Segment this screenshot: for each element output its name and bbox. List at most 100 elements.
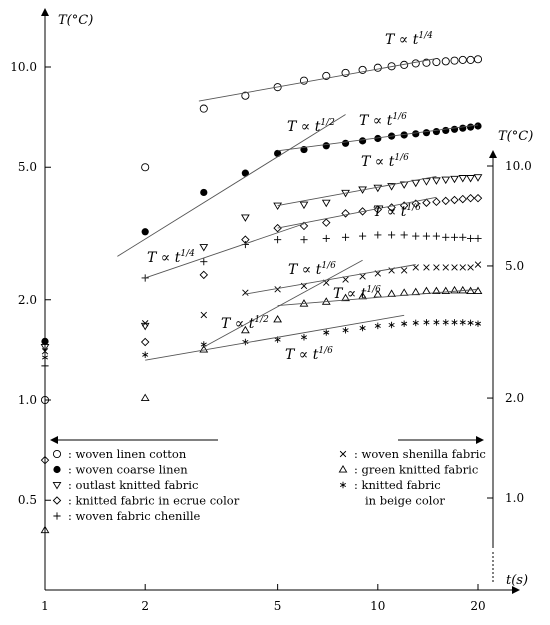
left-tick-label: 2.0 — [18, 293, 37, 307]
legend-marker — [53, 512, 61, 520]
point-woven-fabric-chenille — [459, 233, 467, 241]
point-woven-coarse-linen — [41, 337, 49, 345]
point-knitted-fabric-in-beige-color — [300, 333, 308, 341]
fit-annotation: T ∝ t1/6 — [333, 285, 381, 302]
point-green-knitted-fabric — [240, 325, 250, 334]
point-woven-linen-cotton — [141, 163, 150, 172]
right-axis-title: T(°C) — [498, 129, 533, 144]
point-outlast-knitted-fabric — [40, 344, 50, 352]
legend-arrow-right-head — [476, 436, 484, 444]
point-woven-coarse-linen — [241, 169, 249, 177]
point-knitted-fabric-in-beige-color — [459, 319, 466, 326]
point-woven-fabric-chenille — [450, 233, 459, 241]
point-knitted-fabric-in-beige-color — [401, 320, 408, 327]
point-woven-shenilla-fabric — [242, 289, 249, 296]
point-knitted-fabric-in-beige-color — [388, 321, 395, 329]
point-green-knitted-fabric — [411, 287, 421, 296]
point-knitted-fabric-in-ecrue-color — [140, 337, 150, 347]
point-knitted-fabric-in-ecrue-color — [199, 270, 209, 280]
point-knitted-fabric-in-ecrue-color — [458, 194, 468, 204]
point-woven-linen-cotton — [322, 71, 331, 80]
fit-annotation: T ∝ t1/2 — [221, 315, 269, 332]
point-green-knitted-fabric — [273, 314, 283, 323]
legend-label: : outlast knitted fabric — [68, 478, 198, 492]
point-outlast-knitted-fabric — [466, 175, 475, 183]
point-woven-coarse-linen — [422, 129, 431, 137]
fit-line — [277, 196, 437, 229]
point-woven-linen-cotton — [441, 57, 450, 66]
point-woven-shenilla-fabric — [459, 264, 466, 271]
point-woven-fabric-chenille — [374, 231, 382, 239]
right-tick-label: 5.0 — [505, 259, 524, 273]
point-knitted-fabric-in-ecrue-color — [422, 198, 431, 207]
point-knitted-fabric-in-ecrue-color — [466, 193, 475, 203]
point-knitted-fabric-in-ecrue-color — [441, 196, 450, 206]
point-woven-fabric-chenille — [300, 236, 308, 244]
point-knitted-fabric-in-ecrue-color — [322, 218, 331, 227]
legend-label-continued: in beige color — [365, 494, 445, 508]
point-outlast-knitted-fabric — [321, 199, 331, 208]
point-knitted-fabric-in-beige-color — [467, 319, 474, 327]
legend-marker — [339, 450, 347, 458]
point-green-knitted-fabric — [473, 286, 483, 295]
point-woven-linen-cotton — [199, 104, 208, 113]
point-green-knitted-fabric — [199, 345, 209, 353]
point-woven-linen-cotton — [458, 55, 467, 64]
fit-annotation: T ∝ t1/6 — [285, 346, 333, 363]
fit-annotation-exponent: 1/6 — [392, 112, 407, 122]
point-knitted-fabric-in-ecrue-color — [473, 193, 483, 203]
point-woven-coarse-linen — [474, 122, 482, 130]
point-woven-fabric-chenille — [274, 236, 282, 244]
x-tick-label: 10 — [370, 599, 385, 613]
point-woven-coarse-linen — [432, 127, 441, 136]
point-woven-linen-cotton — [373, 63, 382, 72]
legend-label: : woven fabric chenille — [68, 509, 201, 523]
right-tick-label: 2.0 — [505, 391, 524, 405]
point-green-knitted-fabric — [40, 525, 50, 534]
fit-line — [277, 124, 479, 152]
point-woven-linen-cotton — [299, 76, 309, 85]
x-tick-label: 20 — [470, 599, 485, 613]
point-outlast-knitted-fabric — [299, 201, 309, 210]
fit-annotation-exponent: 1/6 — [321, 261, 336, 271]
point-green-knitted-fabric — [441, 286, 451, 295]
x-axis-arrow — [512, 586, 520, 594]
legend-label: : green knitted fabric — [354, 463, 478, 477]
fit-line — [145, 314, 405, 361]
point-woven-fabric-chenille — [474, 234, 482, 243]
x-tick-label: 2 — [141, 599, 149, 613]
fit-line — [277, 176, 437, 207]
point-woven-coarse-linen — [322, 142, 330, 150]
point-woven-linen-cotton — [40, 395, 50, 405]
point-woven-linen-cotton — [241, 91, 250, 100]
point-woven-shenilla-fabric — [274, 286, 281, 293]
fit-line — [277, 288, 479, 306]
point-woven-linen-cotton — [450, 56, 459, 65]
point-knitted-fabric-in-ecrue-color — [40, 455, 50, 465]
point-green-knitted-fabric — [422, 286, 431, 295]
point-knitted-fabric-in-beige-color — [474, 320, 482, 327]
fit-annotation: T ∝ t1/4 — [385, 31, 433, 48]
point-woven-fabric-chenille — [322, 234, 330, 243]
point-woven-coarse-linen — [459, 124, 467, 132]
point-woven-coarse-linen — [374, 134, 382, 143]
point-knitted-fabric-in-beige-color — [323, 329, 330, 336]
fit-annotation: T ∝ t1/6 — [288, 261, 336, 278]
point-knitted-fabric-in-beige-color — [451, 319, 458, 326]
legend-label: : woven shenilla fabric — [354, 447, 486, 461]
left-tick-label: 0.5 — [18, 493, 37, 507]
fit-annotation: T ∝ t1/2 — [287, 118, 335, 135]
point-woven-fabric-chenille — [412, 232, 420, 240]
point-outlast-knitted-fabric — [199, 244, 209, 252]
point-woven-fabric-chenille — [141, 274, 149, 282]
point-woven-coarse-linen — [466, 123, 475, 131]
point-woven-shenilla-fabric — [342, 276, 349, 283]
point-knitted-fabric-in-beige-color — [412, 319, 419, 327]
x-tick-label: 1 — [41, 599, 49, 613]
legend-marker — [339, 481, 347, 489]
point-woven-fabric-chenille — [358, 232, 367, 240]
point-knitted-fabric-in-ecrue-color — [432, 197, 441, 207]
point-woven-shenilla-fabric — [423, 264, 430, 271]
fit-annotation-exponent: 1/2 — [254, 315, 269, 325]
